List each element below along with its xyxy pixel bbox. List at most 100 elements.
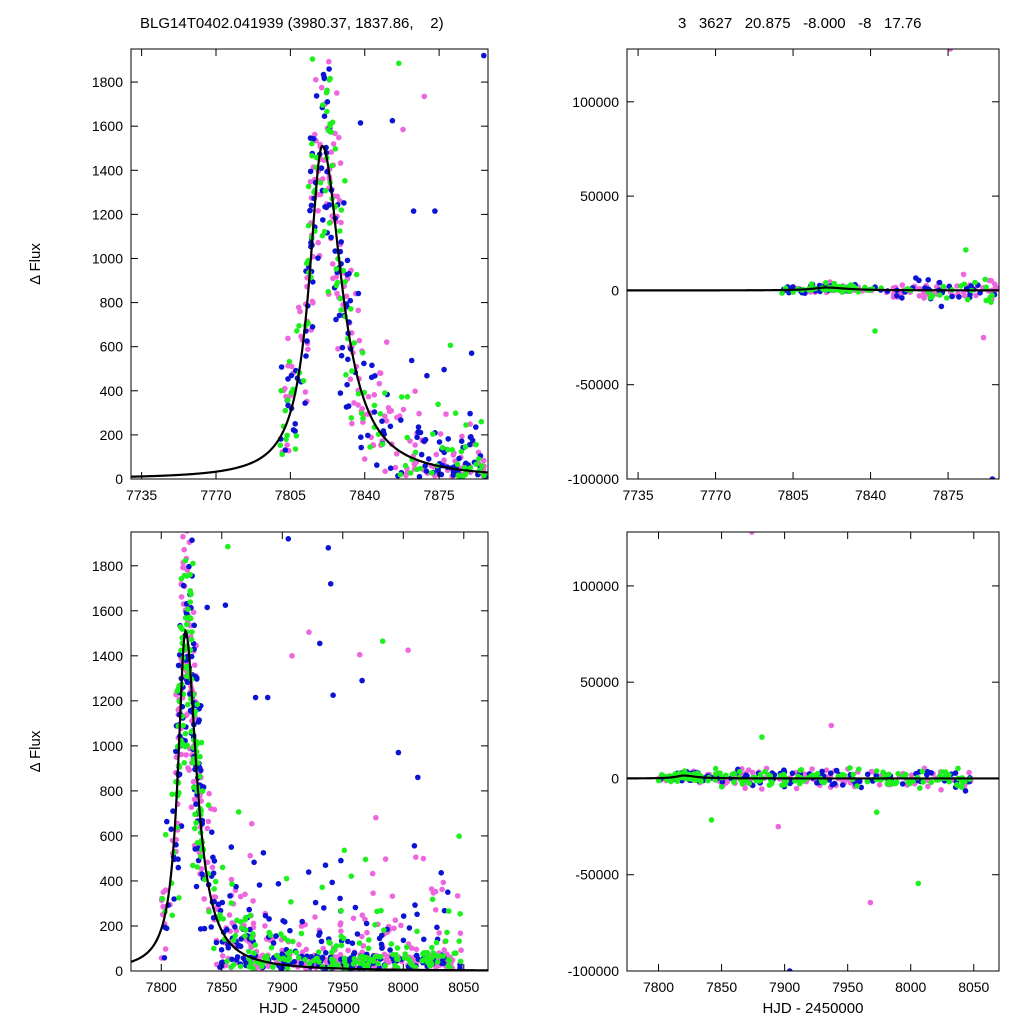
data-point-series-3 bbox=[190, 560, 196, 567]
outlier-point bbox=[759, 734, 765, 740]
data-point-series-2 bbox=[338, 857, 344, 864]
data-point-series-3 bbox=[296, 323, 302, 329]
data-point-series-3 bbox=[185, 615, 192, 621]
data-point-series-3 bbox=[198, 853, 204, 860]
data-point-series-1 bbox=[162, 946, 169, 952]
data-point-series-3 bbox=[246, 948, 252, 955]
data-point-series-2 bbox=[894, 293, 900, 299]
data-point-series-3 bbox=[321, 228, 328, 235]
data-point-series-3 bbox=[821, 779, 827, 786]
y-tick-label: 1200 bbox=[92, 206, 123, 222]
data-point-series-3 bbox=[286, 955, 293, 962]
data-point-series-3 bbox=[319, 884, 326, 891]
data-point-series-3 bbox=[920, 779, 926, 785]
data-point-series-1 bbox=[201, 896, 207, 902]
data-point-series-3 bbox=[268, 944, 275, 951]
data-point-series-1 bbox=[180, 564, 186, 571]
data-point-series-3 bbox=[194, 864, 200, 870]
data-point-series-3 bbox=[388, 941, 395, 947]
data-point-series-3 bbox=[325, 127, 332, 134]
data-point-series-1 bbox=[360, 943, 367, 949]
data-point-series-1 bbox=[178, 594, 185, 600]
data-point-series-1 bbox=[412, 388, 418, 395]
data-point-series-2 bbox=[170, 808, 176, 814]
data-point-series-3 bbox=[277, 442, 284, 449]
outlier-point bbox=[327, 581, 334, 587]
data-point-series-3 bbox=[292, 446, 299, 452]
x-tick-label: 8050 bbox=[958, 979, 989, 995]
data-point-series-3 bbox=[348, 306, 354, 312]
data-point-series-1 bbox=[303, 946, 310, 953]
data-point-series-3 bbox=[397, 471, 404, 478]
data-point-series-2 bbox=[363, 920, 370, 927]
data-point-series-2 bbox=[247, 926, 253, 933]
data-point-series-2 bbox=[344, 271, 351, 278]
data-point-series-2 bbox=[339, 344, 346, 351]
data-point-series-1 bbox=[296, 941, 302, 948]
data-point-series-3 bbox=[762, 768, 768, 775]
data-point-series-2 bbox=[365, 432, 371, 439]
data-point-series-3 bbox=[181, 760, 188, 766]
x-tick-label: 7900 bbox=[267, 979, 298, 995]
data-point-series-2 bbox=[304, 338, 310, 344]
data-point-series-3 bbox=[342, 279, 348, 285]
y-tick-label: 1400 bbox=[92, 162, 123, 178]
plot-frame bbox=[130, 531, 489, 972]
data-point-series-2 bbox=[324, 99, 331, 105]
data-point-series-3 bbox=[180, 722, 186, 729]
data-point-series-3 bbox=[169, 912, 176, 919]
data-point-series-3 bbox=[414, 928, 420, 935]
data-point-series-3 bbox=[356, 940, 363, 946]
data-point-series-1 bbox=[295, 304, 302, 311]
data-point-series-3 bbox=[162, 831, 169, 838]
data-point-series-2 bbox=[426, 456, 432, 462]
data-point-series-2 bbox=[287, 927, 293, 934]
data-point-series-3 bbox=[856, 766, 862, 772]
y-tick-label: 1600 bbox=[92, 118, 123, 134]
data-point-series-1 bbox=[420, 855, 427, 862]
data-point-series-3 bbox=[427, 962, 433, 969]
data-point-series-3 bbox=[889, 781, 895, 787]
data-point-series-3 bbox=[192, 825, 198, 832]
y-tick-label: 1800 bbox=[92, 558, 123, 574]
data-point-series-2 bbox=[266, 916, 272, 922]
data-point-series-3 bbox=[224, 958, 230, 965]
data-point-series-3 bbox=[983, 284, 989, 291]
data-point-series-3 bbox=[412, 449, 419, 456]
data-point-series-2 bbox=[350, 951, 357, 958]
data-point-series-3 bbox=[352, 958, 359, 965]
data-point-series-2 bbox=[358, 434, 364, 441]
data-point-series-2 bbox=[321, 905, 327, 911]
data-point-series-1 bbox=[338, 928, 344, 934]
data-point-series-3 bbox=[367, 444, 373, 450]
data-point-series-3 bbox=[192, 811, 198, 818]
outlier-point bbox=[330, 692, 336, 698]
data-point-series-3 bbox=[360, 415, 366, 422]
data-point-series-1 bbox=[383, 339, 390, 345]
data-point-series-3 bbox=[847, 765, 853, 771]
data-point-series-2 bbox=[408, 357, 415, 364]
outlier-point bbox=[947, 49, 954, 52]
data-point-series-1 bbox=[211, 894, 217, 900]
data-point-series-2 bbox=[899, 295, 905, 301]
data-point-series-3 bbox=[360, 958, 366, 964]
data-point-series-3 bbox=[404, 434, 411, 441]
data-point-series-2 bbox=[298, 960, 305, 967]
data-point-series-3 bbox=[910, 778, 916, 785]
data-point-series-1 bbox=[242, 891, 248, 898]
data-point-series-2 bbox=[192, 846, 198, 852]
data-point-series-3 bbox=[290, 938, 296, 945]
outlier-point bbox=[225, 543, 231, 550]
data-point-series-3 bbox=[267, 932, 274, 938]
data-point-series-2 bbox=[422, 463, 429, 469]
data-point-series-2 bbox=[233, 883, 239, 890]
data-point-series-2 bbox=[406, 925, 413, 931]
data-point-series-1 bbox=[204, 859, 211, 866]
data-point-series-2 bbox=[299, 918, 306, 925]
outlier-point bbox=[481, 52, 487, 59]
data-point-series-3 bbox=[379, 441, 386, 447]
data-point-series-3 bbox=[274, 952, 280, 959]
data-point-series-2 bbox=[305, 869, 312, 875]
data-point-series-1 bbox=[329, 261, 336, 267]
data-point-series-2 bbox=[193, 883, 200, 890]
